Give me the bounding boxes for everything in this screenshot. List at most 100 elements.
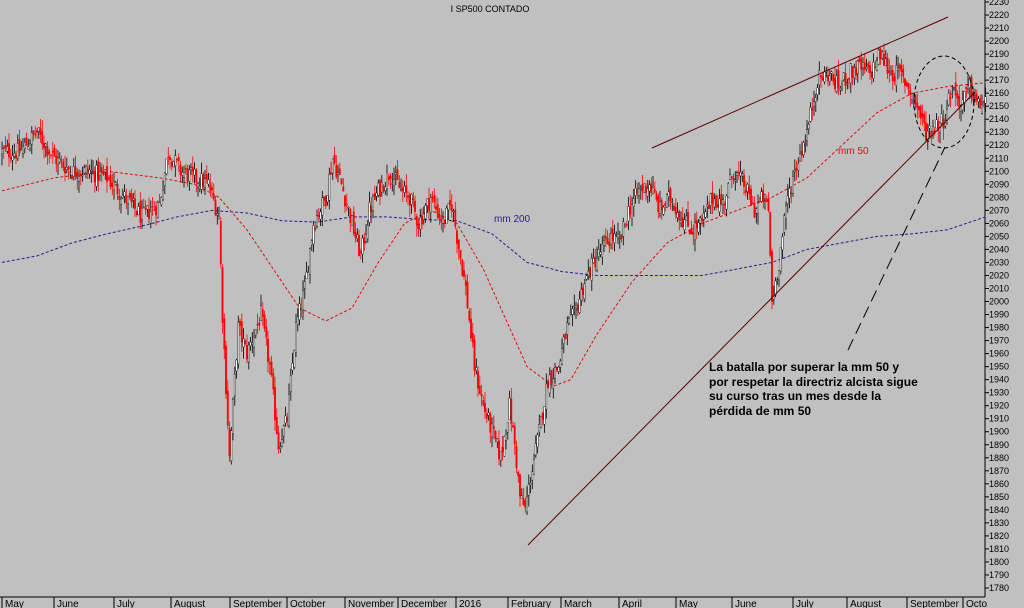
candle-body <box>440 217 443 224</box>
candle-body <box>144 208 147 210</box>
candle-body <box>947 93 950 106</box>
candle-body <box>541 413 544 420</box>
candle-body <box>1 148 3 154</box>
candle-body <box>400 189 402 191</box>
candle-body <box>489 413 492 433</box>
candle-body <box>352 211 355 234</box>
candle-body <box>123 191 126 197</box>
candle-body <box>912 96 915 98</box>
candle-body <box>664 203 667 207</box>
candle-body <box>631 204 633 219</box>
y-tick-label: 2080 <box>989 192 1009 202</box>
candle-body <box>477 371 479 389</box>
candle-body <box>471 333 474 343</box>
candle-body <box>765 199 768 203</box>
candle-body <box>545 383 548 410</box>
y-tick-label: 1820 <box>989 531 1009 541</box>
candle-body <box>177 156 180 161</box>
candle-body <box>485 413 488 419</box>
y-tick-label: 2220 <box>989 10 1009 20</box>
y-tick-label: 2030 <box>989 257 1009 267</box>
candle-body <box>442 217 444 224</box>
candle-body <box>102 171 105 175</box>
candle-body <box>884 58 887 66</box>
candle-body <box>620 234 623 239</box>
candle-body <box>356 234 359 240</box>
candle-body <box>267 338 269 362</box>
candle-body <box>253 337 255 348</box>
candle-body <box>372 196 374 211</box>
candle-body <box>627 206 630 222</box>
candle-body <box>648 184 651 192</box>
candle-body <box>848 78 850 80</box>
candle-body <box>109 174 112 187</box>
candle-body <box>275 417 278 434</box>
candle-body <box>975 93 978 101</box>
candle-body <box>331 158 334 174</box>
candle-body <box>23 142 26 150</box>
candle-body <box>361 237 364 255</box>
candle-body <box>760 191 763 202</box>
y-tick-label: 1990 <box>989 310 1009 320</box>
y-tick-label: 2060 <box>989 218 1009 228</box>
candle-body <box>781 236 784 251</box>
candle-body <box>366 225 369 240</box>
candle-body <box>242 338 245 348</box>
candle-body <box>940 113 943 124</box>
candle-body <box>237 322 240 365</box>
candle-body <box>272 373 275 390</box>
candle-body <box>431 196 434 199</box>
candle-body <box>603 240 605 246</box>
candle-body <box>92 170 94 172</box>
candle-body <box>389 175 392 180</box>
candle-body <box>211 187 213 190</box>
trendline-upper <box>651 16 949 149</box>
overlays: I SP500 CONTADO mm 50 mm 200 La batalla … <box>451 4 976 546</box>
candle-body <box>596 258 598 271</box>
candle-body <box>783 215 786 233</box>
candle-body <box>120 198 122 205</box>
candle-body <box>813 101 815 107</box>
candle-body <box>78 176 80 182</box>
candle-body <box>965 86 968 90</box>
candle-body <box>139 201 142 223</box>
candle-body <box>263 314 266 329</box>
candle-body <box>34 133 37 136</box>
candle-body <box>692 231 695 235</box>
y-tick-label: 1880 <box>989 453 1009 463</box>
candle-body <box>27 146 30 150</box>
y-tick-label: 2180 <box>989 62 1009 72</box>
candle-body <box>340 178 343 184</box>
candle-body <box>29 143 31 149</box>
candle-body <box>2 146 5 149</box>
candle-body <box>482 400 485 405</box>
candles <box>1 43 987 515</box>
candle-body <box>387 176 390 180</box>
candle-body <box>148 208 150 219</box>
candle-body <box>324 195 327 207</box>
candle-body <box>690 228 693 235</box>
candle-body <box>300 308 303 310</box>
candle-body <box>85 166 87 173</box>
candle-body <box>725 195 728 210</box>
candle-body <box>820 74 822 78</box>
candle-body <box>564 333 567 340</box>
candle-body <box>923 114 926 124</box>
candle-body <box>517 471 520 477</box>
candle-body <box>755 208 758 214</box>
candle-body <box>218 215 220 220</box>
candle-body <box>261 309 264 317</box>
candle-body <box>116 184 119 195</box>
candle-body <box>832 74 835 82</box>
candle-body <box>43 143 45 149</box>
candle-body <box>576 304 579 311</box>
candle-body <box>393 178 395 187</box>
candle-body <box>132 198 135 201</box>
candle-body <box>557 367 560 372</box>
candle-body <box>552 378 555 389</box>
x-tick-label: September <box>910 599 960 608</box>
candle-body <box>347 206 350 209</box>
candle-body <box>510 398 513 424</box>
candle-body <box>188 169 191 182</box>
candle-body <box>209 184 212 192</box>
